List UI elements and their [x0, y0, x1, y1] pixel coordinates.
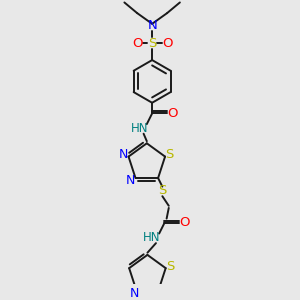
Text: S: S [148, 37, 156, 50]
Text: HN: HN [143, 231, 160, 244]
Text: O: O [167, 107, 178, 120]
Text: S: S [165, 148, 173, 161]
Text: O: O [132, 37, 142, 50]
Text: N: N [129, 287, 139, 300]
Text: N: N [118, 148, 128, 161]
Text: N: N [147, 20, 157, 32]
Text: O: O [162, 37, 172, 50]
Text: HN: HN [130, 122, 148, 135]
Text: N: N [125, 174, 135, 187]
Text: S: S [158, 184, 166, 197]
Text: S: S [166, 260, 174, 272]
Text: O: O [179, 216, 190, 230]
